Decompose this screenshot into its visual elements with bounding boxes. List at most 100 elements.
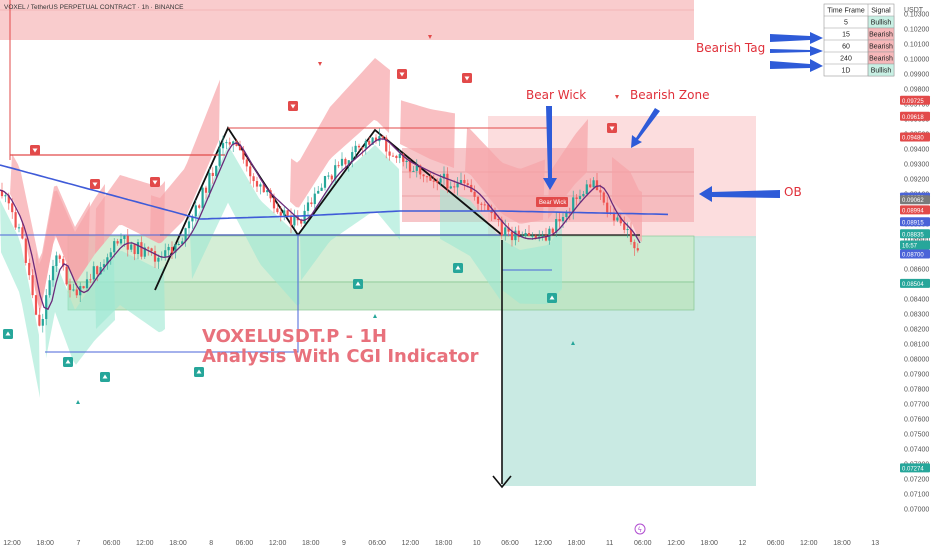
bull-signal-marker bbox=[3, 329, 13, 339]
candle-body bbox=[119, 238, 123, 244]
price-label: 0.09725 bbox=[900, 95, 930, 105]
candle-body bbox=[395, 155, 398, 159]
candle-body bbox=[354, 145, 357, 153]
lightning-icon[interactable]: ϟ bbox=[634, 523, 646, 535]
table-cell-tf: 15 bbox=[842, 32, 850, 39]
candle-body bbox=[143, 247, 146, 257]
candle-body bbox=[320, 187, 323, 191]
candle-body bbox=[599, 190, 602, 193]
candle-body bbox=[371, 137, 374, 145]
candle-body bbox=[504, 227, 507, 236]
candle-body bbox=[368, 140, 371, 145]
signal-markers bbox=[3, 35, 619, 404]
candle-body bbox=[34, 295, 38, 315]
bear-signal-marker bbox=[150, 177, 160, 187]
y-tick-label: 0.07900 bbox=[904, 372, 929, 379]
bear-signal-marker bbox=[462, 73, 472, 83]
arrow-60 bbox=[770, 46, 823, 56]
x-axis: 12:00 18:00 7 06:00 12:00 18:00 8 06:00 12:00 18:… bbox=[3, 540, 879, 547]
price-label: 0.08700 bbox=[900, 249, 930, 259]
candle-body bbox=[17, 227, 21, 229]
table-cell-tf: 60 bbox=[842, 44, 850, 51]
candle-body bbox=[456, 183, 459, 188]
small-bear-marker bbox=[318, 62, 322, 66]
bear-signal-marker bbox=[607, 123, 617, 133]
candle-body bbox=[225, 142, 228, 144]
candle-body bbox=[55, 255, 58, 267]
x-tick-label: 7 bbox=[76, 540, 80, 547]
candle-body bbox=[459, 179, 463, 184]
x-tick-label: 06:00 bbox=[103, 540, 121, 547]
y-tick-label: 0.09300 bbox=[904, 162, 929, 169]
chart-title: VOXEL / TetherUS PERPETUAL CONTRACT · 1h… bbox=[4, 4, 184, 11]
x-tick-label: 12:00 bbox=[269, 540, 287, 547]
candle-body bbox=[524, 233, 527, 236]
x-tick-label: 10 bbox=[473, 540, 481, 547]
candle-body bbox=[41, 318, 44, 326]
arrow-240 bbox=[770, 59, 823, 72]
candle-body bbox=[130, 244, 133, 250]
candle-body bbox=[531, 235, 534, 237]
bear-signal-marker bbox=[397, 69, 407, 79]
x-tick-label: 12:00 bbox=[3, 540, 21, 547]
price-label-text: 0.09480 bbox=[902, 136, 924, 142]
candle-body bbox=[62, 258, 65, 267]
candle-body bbox=[4, 195, 7, 197]
x-tick-label: 12:00 bbox=[667, 540, 685, 547]
supply-zone-top bbox=[0, 0, 694, 40]
candle-body bbox=[582, 193, 585, 197]
candle-body bbox=[0, 190, 4, 197]
candle-body bbox=[11, 203, 14, 213]
candle-body bbox=[575, 197, 578, 200]
candle-body bbox=[419, 165, 422, 175]
price-label: 0.08504 bbox=[900, 278, 930, 288]
candle-body bbox=[347, 160, 350, 165]
candle-body bbox=[211, 172, 214, 177]
candle-body bbox=[517, 230, 520, 238]
price-label-text: 0.08700 bbox=[902, 253, 924, 259]
candle-body bbox=[266, 190, 269, 193]
candle-body bbox=[262, 184, 265, 193]
bear-signal-marker bbox=[90, 179, 100, 189]
candle-body bbox=[606, 202, 609, 213]
candle-body bbox=[38, 314, 41, 326]
candle-body bbox=[327, 175, 330, 177]
candle-body bbox=[602, 192, 605, 203]
candle-body bbox=[493, 213, 497, 219]
x-tick-label: 9 bbox=[342, 540, 346, 547]
currency-label: USDT bbox=[904, 7, 924, 14]
candle-body bbox=[218, 148, 221, 166]
price-label: 0.08915 bbox=[900, 217, 930, 227]
candle-body bbox=[286, 210, 289, 217]
bear-wick-label: Bear Wick bbox=[526, 88, 586, 102]
candle-body bbox=[507, 227, 510, 232]
candle-body bbox=[14, 212, 17, 228]
x-tick-label: 13 bbox=[871, 540, 879, 547]
candle-body bbox=[629, 229, 633, 242]
candle-body bbox=[140, 242, 143, 257]
candle-body bbox=[480, 203, 483, 205]
candle-body bbox=[473, 191, 476, 197]
candle-body bbox=[184, 228, 187, 242]
candle-body bbox=[68, 284, 72, 291]
price-label-text: 16:57 bbox=[902, 244, 918, 250]
candle-body bbox=[408, 160, 412, 172]
bull-signal-marker bbox=[453, 263, 463, 273]
candle-body bbox=[201, 187, 204, 208]
candle-body bbox=[306, 202, 310, 211]
candle-body bbox=[204, 187, 208, 193]
x-tick-label: 12:00 bbox=[402, 540, 420, 547]
table-cell-tf: 240 bbox=[840, 56, 852, 63]
x-tick-label: 06:00 bbox=[634, 540, 652, 547]
small-bear-marker bbox=[615, 95, 619, 99]
candle-body bbox=[85, 279, 89, 289]
y-tick-label: 0.10200 bbox=[904, 27, 929, 34]
price-label: 16:57 bbox=[900, 240, 930, 250]
candle-body bbox=[269, 190, 272, 199]
x-tick-label: 18:00 bbox=[169, 540, 187, 547]
candle-body bbox=[109, 252, 112, 258]
candle-body bbox=[466, 183, 469, 185]
watermark-subtitle: Analysis With CGI Indicator bbox=[202, 346, 479, 367]
table-header: Signal bbox=[871, 8, 891, 15]
